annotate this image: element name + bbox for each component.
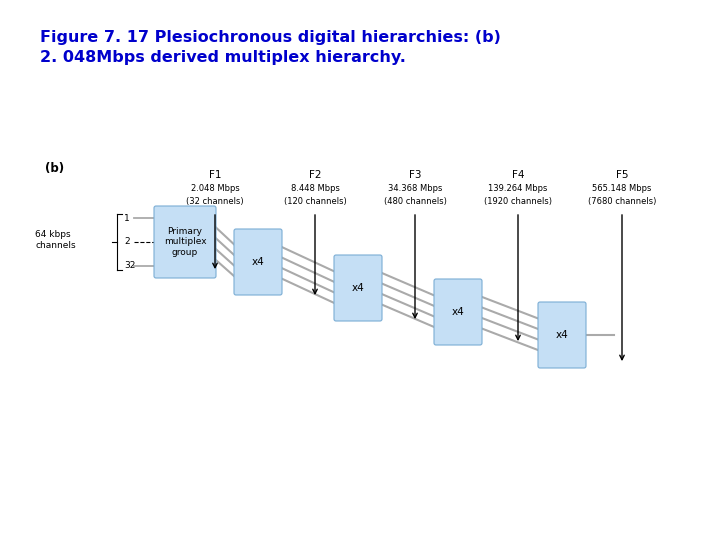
Text: (7680 channels): (7680 channels) [588,197,656,206]
Text: Primary
multiplex
group: Primary multiplex group [163,227,207,257]
FancyBboxPatch shape [334,255,382,321]
Text: x4: x4 [556,330,568,340]
Text: 32: 32 [124,261,135,271]
Text: x4: x4 [451,307,464,317]
Text: (32 channels): (32 channels) [186,197,244,206]
FancyBboxPatch shape [538,302,586,368]
Text: 2: 2 [124,238,130,246]
Text: (1920 channels): (1920 channels) [484,197,552,206]
Text: F1: F1 [209,170,221,180]
FancyBboxPatch shape [434,279,482,345]
Text: F4: F4 [512,170,524,180]
Text: 2.048 Mbps: 2.048 Mbps [191,184,239,193]
Text: F3: F3 [409,170,421,180]
Text: Figure 7. 17 Plesiochronous digital hierarchies: (b)
2. 048Mbps derived multiple: Figure 7. 17 Plesiochronous digital hier… [40,30,501,65]
Text: (480 channels): (480 channels) [384,197,446,206]
Text: F5: F5 [616,170,629,180]
Text: 139.264 Mbps: 139.264 Mbps [488,184,548,193]
Text: 34.368 Mbps: 34.368 Mbps [388,184,442,193]
Text: (b): (b) [45,162,64,175]
FancyBboxPatch shape [234,229,282,295]
Text: 565.148 Mbps: 565.148 Mbps [593,184,652,193]
Text: 64 kbps
channels: 64 kbps channels [35,230,76,250]
Text: x4: x4 [251,257,264,267]
Text: x4: x4 [351,283,364,293]
Text: (120 channels): (120 channels) [284,197,346,206]
FancyBboxPatch shape [154,206,216,278]
Text: 1: 1 [124,214,130,222]
Text: F2: F2 [309,170,321,180]
Text: 8.448 Mbps: 8.448 Mbps [291,184,339,193]
